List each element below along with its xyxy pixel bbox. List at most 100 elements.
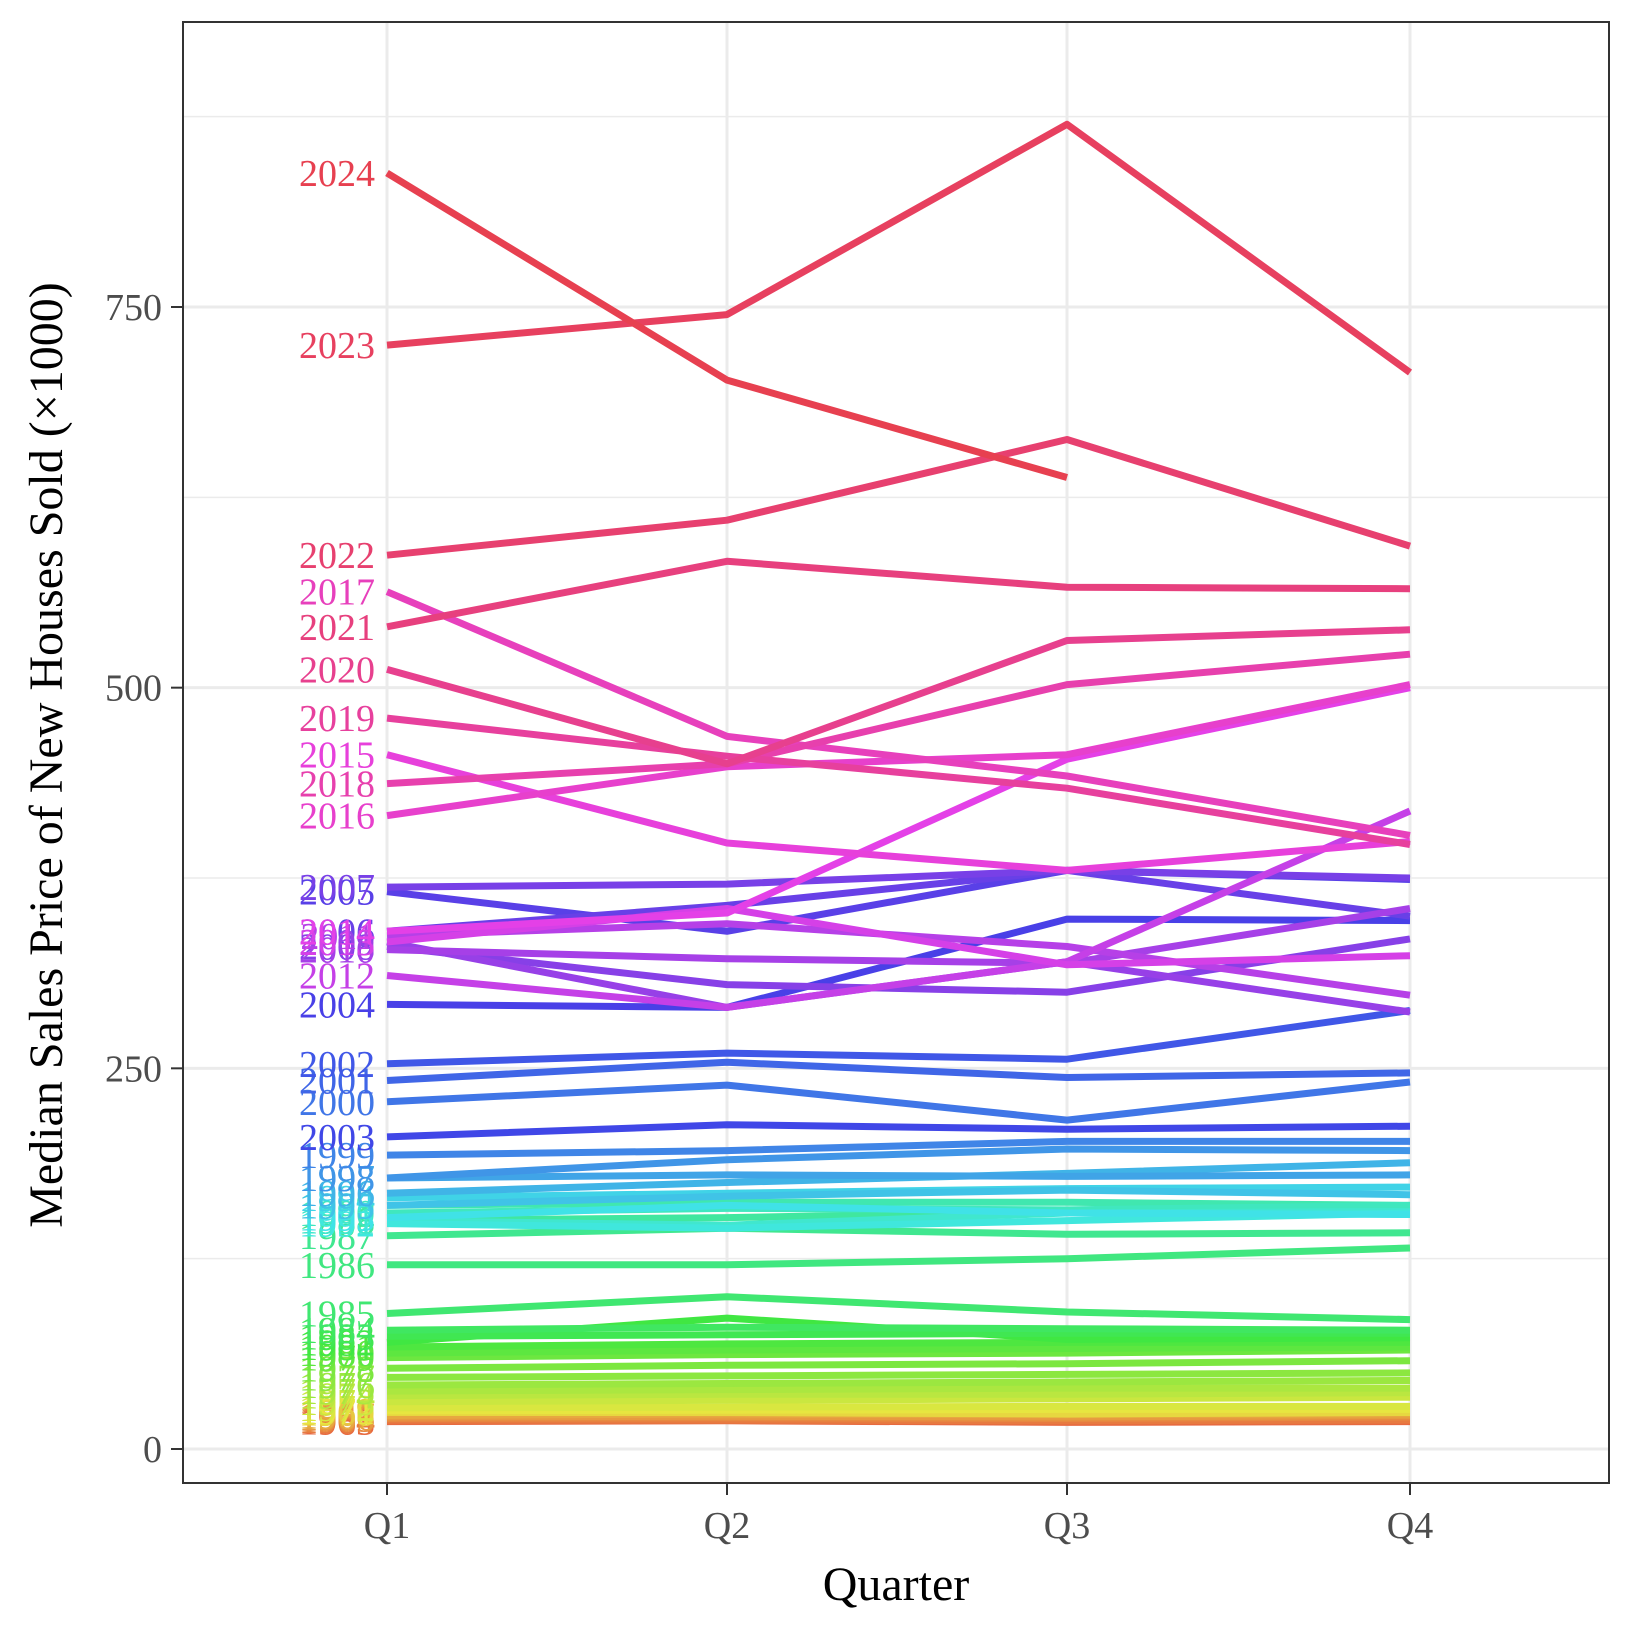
series-line-1975 (386, 1384, 1410, 1395)
series-label-1985: 1985 (299, 1294, 375, 1336)
series-label-1996: 1996 (299, 1173, 375, 1215)
series-label-2016: 2016 (299, 796, 375, 838)
series-line-2016 (386, 681, 1411, 820)
series-line-1972 (386, 1402, 1410, 1412)
series-label-2009: 2009 (299, 922, 375, 964)
series-label-1982: 1982 (299, 1322, 375, 1364)
series-label-1967: 1967 (299, 1396, 375, 1438)
series-label-1980: 1980 (299, 1333, 375, 1375)
series-label-1984: 1984 (299, 1310, 375, 1352)
series-label-2005: 2005 (299, 872, 375, 914)
series-label-1974: 1974 (299, 1376, 375, 1418)
series-label-1963: 1963 (299, 1402, 375, 1444)
series-line-2023 (386, 120, 1413, 376)
y-tick-label: 500 (105, 668, 162, 710)
series-line-2018 (386, 650, 1411, 788)
x-tick-label: Q4 (1387, 1505, 1433, 1547)
series-label-1997: 1997 (299, 1158, 375, 1200)
series-label-2020: 2020 (299, 649, 375, 691)
series-label-1986: 1986 (299, 1245, 375, 1287)
series-label-2022: 2022 (299, 535, 375, 577)
series-line-1973 (386, 1393, 1411, 1406)
series-label-2001: 2001 (299, 1061, 375, 1103)
series-label-1999: 1999 (299, 1135, 375, 1177)
series-line-2022 (386, 436, 1412, 559)
series-line-1977 (386, 1369, 1411, 1381)
series-label-1966: 1966 (299, 1397, 375, 1439)
series-line-2000 (386, 1078, 1411, 1124)
axes: 0 250 500 750 Q1 Q2 Q3 Q4 (105, 287, 1433, 1547)
series-line-2014 (386, 684, 1411, 935)
series-label-2007: 2007 (299, 867, 375, 909)
series-label-2019: 2019 (299, 698, 375, 740)
series-label-1968: 1968 (299, 1393, 375, 1435)
series-line-1986 (387, 1244, 1411, 1269)
series-line-2021 (386, 557, 1411, 631)
series-label-2017: 2017 (299, 572, 375, 614)
series-line-1987 (386, 1224, 1411, 1240)
series-line-1997 (386, 1171, 1411, 1182)
series-label-1987: 1987 (299, 1216, 375, 1258)
series-label-2008: 2008 (299, 927, 375, 969)
series-line-1979 (386, 1346, 1411, 1362)
series-label-1965: 1965 (299, 1399, 375, 1441)
series-labels: 1963196419651966196719681969197019711972… (299, 153, 375, 1444)
series-label-2015: 2015 (299, 735, 375, 777)
series-label-1993: 1993 (299, 1198, 375, 1240)
series-line-2001 (386, 1058, 1411, 1084)
series-label-1991: 1991 (299, 1201, 375, 1243)
series-line-1976 (386, 1377, 1411, 1389)
x-tick-label: Q3 (1044, 1505, 1090, 1547)
series-line-1978 (386, 1357, 1411, 1372)
series-label-2002: 2002 (299, 1044, 375, 1086)
series-label-2023: 2023 (299, 325, 375, 367)
series-label-1989: 1989 (299, 1185, 375, 1227)
series-line-2024 (385, 170, 1068, 481)
series-label-2024: 2024 (299, 153, 375, 195)
series-label-1972: 1972 (299, 1388, 375, 1430)
series-label-1970: 1970 (299, 1393, 375, 1435)
series-label-2006: 2006 (299, 911, 375, 953)
series-lines (385, 120, 1413, 1426)
series-line-2003 (386, 1121, 1411, 1141)
series-line-2017 (385, 588, 1411, 839)
panel-border (182, 21, 1610, 1484)
series-line-1984 (386, 1323, 1411, 1334)
series-line-2015 (386, 751, 1411, 874)
series-line-1998 (386, 1145, 1411, 1182)
y-axis-title: Median Sales Price of New Houses Sold (×… (20, 282, 73, 1228)
series-line-1981 (386, 1338, 1410, 1351)
series-label-1964: 1964 (299, 1400, 375, 1442)
series-label-1975: 1975 (299, 1371, 375, 1413)
series-line-1974 (386, 1389, 1411, 1400)
series-line-1983 (386, 1329, 1410, 1340)
series-label-1979: 1979 (299, 1338, 375, 1380)
series-label-2021: 2021 (299, 607, 375, 649)
y-tick-label: 750 (105, 287, 162, 329)
series-label-1981: 1981 (299, 1327, 375, 1369)
series-label-1971: 1971 (299, 1391, 375, 1433)
series-label-2018: 2018 (299, 764, 375, 806)
series-label-1977: 1977 (299, 1357, 375, 1399)
series-line-1993 (386, 1201, 1411, 1222)
series-label-2004: 2004 (299, 984, 375, 1026)
series-label-2012: 2012 (299, 956, 375, 998)
series-line-1999 (386, 1137, 1410, 1159)
series-label-1998: 1998 (299, 1158, 375, 1200)
series-label-1978: 1978 (299, 1348, 375, 1390)
series-label-1995: 1995 (299, 1185, 375, 1227)
x-axis-title: Quarter (823, 1558, 970, 1611)
series-label-1994: 1994 (299, 1178, 375, 1220)
series-line-1980 (386, 1343, 1411, 1357)
series-line-2007 (386, 866, 1411, 891)
series-line-2006 (386, 866, 1411, 935)
series-label-1990: 1990 (299, 1193, 375, 1235)
series-line-2019 (386, 714, 1411, 848)
y-tick-label: 0 (143, 1429, 162, 1471)
series-line-2002 (386, 1007, 1411, 1068)
x-tick-label: Q2 (704, 1505, 750, 1547)
series-line-2020 (386, 626, 1411, 768)
series-label-2011: 2011 (300, 916, 375, 958)
